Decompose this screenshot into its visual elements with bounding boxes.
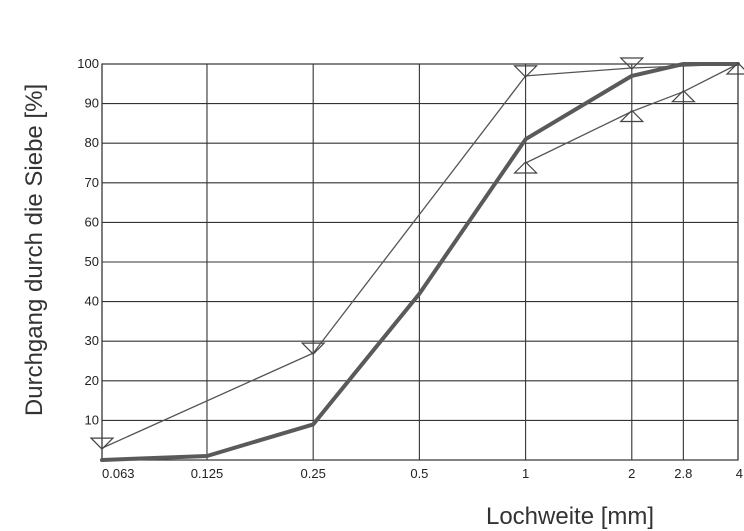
upper-limit-marker	[300, 342, 326, 355]
y-tick-label: 70	[85, 175, 99, 190]
y-tick-label: 20	[85, 373, 99, 388]
upper-limit-marker	[513, 65, 539, 78]
x-tick-label: 2	[628, 466, 635, 481]
y-tick-labels: 10 20 30 40 50 60 70 80 90 100	[77, 56, 99, 427]
lower-limit-marker	[513, 161, 539, 174]
y-tick-label: 100	[77, 56, 99, 71]
x-tick-label: 1	[522, 466, 529, 481]
series-layer	[100, 62, 740, 462]
y-tick-label: 10	[85, 412, 99, 427]
y-tick-label: 90	[85, 96, 99, 111]
x-tick-label: 0.25	[301, 466, 326, 481]
y-tick-label: 30	[85, 333, 99, 348]
x-tick-label: 2.8	[674, 466, 692, 481]
y-tick-label: 40	[85, 294, 99, 309]
lower-limit-marker	[670, 89, 696, 103]
marker-layer	[89, 57, 744, 450]
lower-limit-line	[524, 63, 739, 164]
grid	[101, 63, 739, 461]
y-tick-label: 50	[85, 254, 99, 269]
x-tick-labels: 0.063 0.125 0.25 0.5 1 2 2.8 4	[102, 466, 743, 481]
upper-limit-marker	[619, 57, 645, 70]
x-tick-label: 0.125	[191, 466, 224, 481]
y-axis-title: Durchgang durch die Siebe [%]	[21, 84, 48, 416]
x-tick-label: 0.063	[102, 466, 135, 481]
upper-limit-marker	[89, 437, 115, 450]
y-tick-label: 60	[85, 214, 99, 229]
y-tick-label: 80	[85, 135, 99, 150]
x-tick-label: 0.5	[410, 466, 428, 481]
lower-limit-marker	[619, 109, 645, 123]
x-axis-title: Lochweite [mm]	[486, 503, 654, 530]
x-tick-label: 4	[736, 466, 743, 481]
grading-curve-line	[100, 62, 740, 462]
